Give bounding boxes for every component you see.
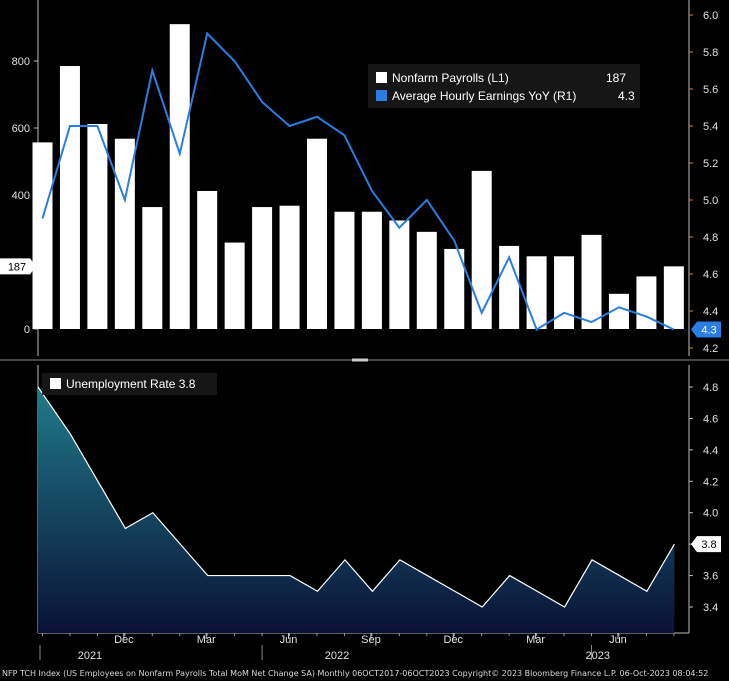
payroll-bar bbox=[608, 293, 629, 329]
payroll-bar bbox=[663, 266, 684, 329]
right-tick-label: 4.8 bbox=[703, 232, 718, 244]
earnings-line bbox=[41, 31, 675, 331]
payroll-current-value: 187 bbox=[8, 261, 26, 273]
payroll-bar bbox=[32, 142, 53, 329]
left-tick-label: 0 bbox=[24, 324, 30, 336]
left-tick-label: 600 bbox=[12, 123, 30, 135]
left-tick-label: 800 bbox=[12, 56, 30, 68]
unemployment-current-value: 3.8 bbox=[701, 539, 716, 551]
legend-swatch-unemployment bbox=[50, 378, 61, 389]
bottom-right-tick-label: 4.0 bbox=[703, 508, 718, 520]
bottom-right-tick-label: 4.2 bbox=[703, 476, 718, 488]
payroll-bar bbox=[142, 207, 163, 329]
payroll-bar bbox=[444, 248, 465, 329]
x-tick-label: Mar bbox=[197, 634, 216, 646]
right-tick-label: 5.2 bbox=[703, 158, 718, 170]
legend-value-payrolls: 187 bbox=[606, 71, 626, 85]
right-tick-label: 4.4 bbox=[703, 306, 718, 318]
unemployment-current-marker bbox=[691, 536, 721, 553]
earnings-current-marker bbox=[691, 321, 721, 338]
bottom-right-tick-label: 3.6 bbox=[703, 571, 718, 583]
x-tick-label: Jun bbox=[609, 634, 627, 646]
x-tick-label: Dec bbox=[443, 634, 463, 646]
left-tick-label: 400 bbox=[12, 190, 30, 202]
payroll-bar bbox=[224, 242, 245, 329]
legend-label-earnings: Average Hourly Earnings YoY (R1) bbox=[392, 89, 576, 103]
top-legend-box bbox=[368, 64, 640, 108]
legend-swatch-earnings bbox=[376, 90, 387, 101]
payroll-bar bbox=[416, 231, 437, 329]
payroll-current-marker bbox=[0, 258, 36, 275]
bottom-legend-box bbox=[42, 373, 217, 395]
payroll-bar bbox=[307, 138, 327, 329]
x-tick-label: Mar bbox=[526, 634, 545, 646]
legend-value-earnings: 4.3 bbox=[618, 89, 635, 103]
right-tick-label: 5.0 bbox=[703, 195, 718, 207]
unemployment-line bbox=[37, 386, 675, 608]
payroll-bar bbox=[636, 276, 657, 329]
payroll-bar bbox=[252, 207, 273, 329]
payroll-bar bbox=[169, 24, 190, 330]
bottom-right-tick-label: 4.8 bbox=[703, 382, 718, 394]
legend-label-payrolls: Nonfarm Payrolls (L1) bbox=[392, 71, 509, 85]
unemployment-area bbox=[38, 387, 675, 633]
payroll-bar bbox=[197, 190, 218, 329]
x-tick-label: Sep bbox=[361, 634, 381, 646]
right-tick-label: 5.6 bbox=[703, 84, 718, 96]
payroll-bar bbox=[581, 234, 602, 329]
payroll-bar bbox=[389, 220, 410, 329]
year-label: 2022 bbox=[325, 650, 349, 662]
right-tick-label: 4.6 bbox=[703, 269, 718, 281]
right-tick-label: 5.8 bbox=[703, 47, 718, 59]
bottom-right-tick-label: 3.4 bbox=[703, 602, 718, 614]
payroll-bar bbox=[279, 205, 300, 329]
right-tick-label: 5.4 bbox=[703, 121, 718, 133]
year-label: 2023 bbox=[586, 650, 610, 662]
legend-label-unemployment: Unemployment Rate 3.8 bbox=[66, 377, 196, 391]
legend-swatch-payrolls bbox=[376, 72, 387, 83]
payroll-bar bbox=[526, 256, 547, 329]
x-tick-label: Jun bbox=[280, 634, 298, 646]
bottom-right-tick-label: 4.4 bbox=[703, 445, 718, 457]
x-tick-label: Dec bbox=[114, 634, 134, 646]
right-tick-label: 4.2 bbox=[703, 343, 718, 355]
earnings-current-value: 4.3 bbox=[701, 325, 716, 337]
footer-source-text: NFP TCH Index (US Employees on Nonfarm P… bbox=[2, 669, 709, 678]
year-label: 2021 bbox=[78, 650, 102, 662]
bottom-right-tick-label: 4.6 bbox=[703, 413, 718, 425]
right-tick-label: 6.0 bbox=[703, 10, 718, 22]
payroll-bar bbox=[361, 211, 382, 329]
payroll-bar bbox=[59, 66, 80, 330]
payroll-bar bbox=[87, 123, 108, 329]
payroll-bar bbox=[471, 170, 492, 329]
payroll-bar bbox=[334, 211, 355, 329]
payroll-bar bbox=[554, 256, 575, 329]
